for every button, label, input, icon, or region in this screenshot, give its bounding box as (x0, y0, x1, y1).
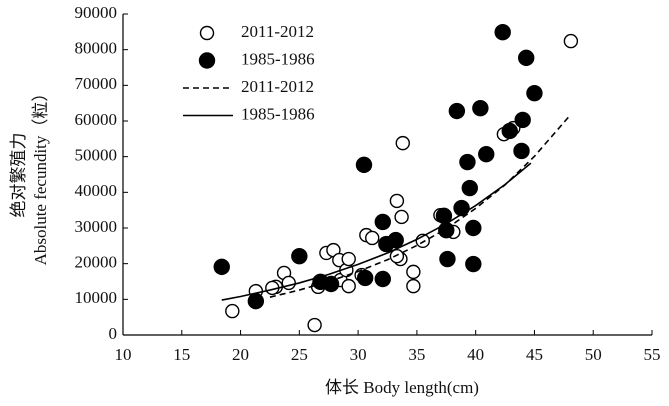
fit-line (269, 116, 570, 298)
y-tick-label: 0 (109, 324, 118, 343)
y-tick-label: 20000 (75, 253, 118, 272)
data-point (395, 135, 410, 151)
x-tick-label: 35 (408, 345, 425, 364)
data-point (374, 213, 391, 231)
y-tick-label: 30000 (75, 217, 118, 236)
legend-label: 1985-1986 (241, 104, 315, 123)
data-point (374, 270, 391, 288)
x-tick-label: 15 (173, 345, 190, 364)
x-tick-label: 45 (526, 345, 543, 364)
data-point (322, 275, 340, 293)
y-tick-label: 70000 (75, 74, 118, 93)
data-point (465, 255, 482, 273)
data-point (501, 122, 518, 140)
data-point (472, 99, 489, 117)
data-point (494, 23, 511, 41)
legend-label: 2011-2012 (241, 77, 314, 96)
data-point (365, 230, 380, 246)
x-tick-label: 30 (350, 345, 367, 364)
data-point (389, 248, 405, 264)
data-point (514, 111, 531, 129)
x-tick-label: 40 (467, 345, 484, 364)
data-point (563, 33, 579, 49)
y-tick-label: 50000 (75, 146, 118, 165)
data-point (225, 303, 240, 319)
legend-marker (199, 25, 215, 41)
legend-label: 1985-1986 (241, 49, 315, 68)
data-point (459, 153, 476, 171)
x-tick-label: 50 (585, 345, 602, 364)
data-point (387, 231, 404, 249)
data-point (448, 102, 466, 120)
data-point (341, 251, 356, 267)
data-point (526, 84, 543, 102)
y-tick-label: 40000 (75, 181, 118, 200)
data-point (213, 258, 230, 276)
x-tick-label: 25 (291, 345, 308, 364)
data-point (247, 292, 265, 310)
data-point (439, 250, 456, 268)
fit-line (221, 162, 532, 301)
y-tick-label: 10000 (75, 288, 118, 307)
data-point (281, 275, 296, 291)
data-point (389, 193, 405, 209)
x-axis-label: 体长 Body length(cm) (325, 378, 479, 397)
legend-label: 2011-2012 (241, 22, 314, 41)
data-point (394, 209, 409, 225)
y-tick-label: 80000 (75, 39, 118, 58)
y-tick-label: 90000 (75, 3, 118, 22)
data-point (406, 264, 421, 280)
x-tick-label: 10 (115, 345, 132, 364)
legend-marker (198, 52, 216, 69)
y-axis-label: Absolute fecundity（粒） (31, 85, 50, 266)
data-point (518, 49, 535, 67)
data-point (461, 179, 478, 197)
y-axis-label: 绝对繁殖力 (9, 133, 28, 218)
x-tick-label: 20 (232, 345, 249, 364)
x-tick-label: 55 (644, 345, 661, 364)
data-point (478, 145, 495, 163)
data-point (438, 221, 455, 239)
data-point (291, 247, 308, 265)
data-point (406, 278, 421, 294)
data-point (355, 156, 373, 174)
data-point (465, 219, 482, 237)
data-point (341, 278, 356, 294)
data-point (356, 269, 374, 287)
data-point (513, 142, 530, 160)
data-point (453, 199, 470, 217)
data-point (307, 317, 322, 333)
y-tick-label: 60000 (75, 110, 118, 129)
